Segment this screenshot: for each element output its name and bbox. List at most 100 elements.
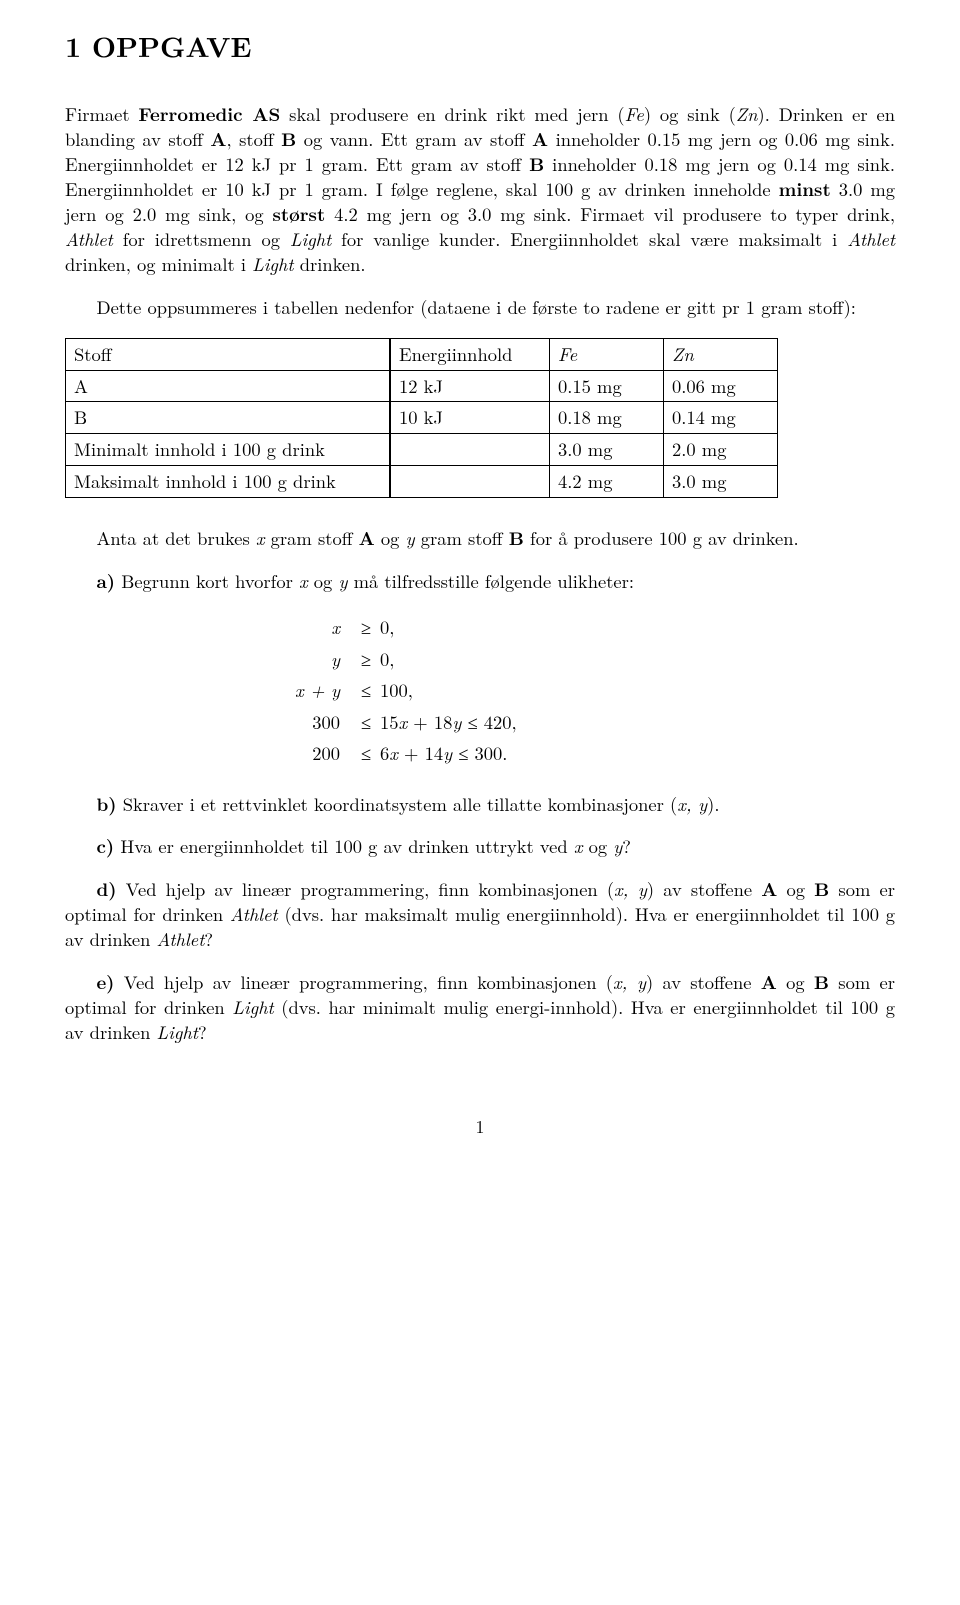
- text: ≤ 420,: [461, 709, 516, 735]
- stoff-a: A: [359, 525, 375, 551]
- stoff-b: B: [529, 151, 544, 177]
- ineq-right: 15x + 18y ≤ 420,: [380, 707, 517, 738]
- stoff-a: A: [210, 126, 226, 152]
- cell: 10 kJ: [390, 402, 550, 434]
- table-row: Minimalt innhold i 100 g drink 3.0 mg 2.…: [66, 434, 778, 466]
- page-number: 1: [65, 1115, 895, 1139]
- data-table: Stoff Energiinnhold Fe Zn A 12 kJ 0.15 m…: [65, 338, 778, 499]
- ineq-left: x + y: [245, 675, 352, 706]
- stoff-b: B: [281, 126, 296, 152]
- text: skal produsere en drink rikt med jern (: [280, 101, 624, 127]
- label-e: e): [96, 969, 114, 995]
- text: drinken, og minimalt i: [65, 251, 252, 277]
- text: ) av stoffene: [647, 876, 761, 902]
- text: ?: [622, 833, 631, 859]
- question-b: b) Skraver i et rettvinklet koordinatsys…: [65, 792, 895, 817]
- symbol-zn: Zn: [736, 101, 758, 127]
- label-c: c): [96, 833, 114, 859]
- stoff-b: B: [814, 876, 829, 902]
- question-d: d) Ved hjelp av lineær programmering, fi…: [65, 877, 895, 952]
- ineq-op: ≥: [352, 612, 380, 643]
- stoff-a: A: [532, 126, 548, 152]
- text: gram stoff: [264, 525, 358, 551]
- ineq-right: 100,: [380, 675, 413, 706]
- vars-xy: x, y: [677, 791, 707, 817]
- var-y: y: [452, 709, 461, 735]
- text: + 18: [407, 709, 452, 735]
- text: for å produsere 100 g av drinken.: [524, 525, 799, 551]
- table-row: Maksimalt innhold i 100 g drink 4.2 mg 3…: [66, 466, 778, 498]
- cell: 3.0 mg: [550, 434, 664, 466]
- col-stoff: Stoff: [66, 338, 391, 370]
- paragraph-intro: Firmaet Ferromedic AS skal produsere en …: [65, 102, 895, 277]
- question-e: e) Ved hjelp av lineær programmering, fi…: [65, 970, 895, 1045]
- vars-xy: x, y: [614, 876, 647, 902]
- cell: Maksimalt innhold i 100 g drink: [66, 466, 391, 498]
- var-x: x: [389, 740, 398, 766]
- cell: A: [66, 370, 391, 402]
- ineq-row: y ≥ 0,: [245, 644, 895, 675]
- text: 15: [380, 709, 399, 735]
- label-a: a): [96, 568, 115, 594]
- ineq-op: ≤: [352, 707, 380, 738]
- ineq-row: x + y ≤ 100,: [245, 675, 895, 706]
- label-b: b): [96, 791, 116, 817]
- text: Skraver i et rettvinklet koordinatsystem…: [117, 791, 678, 817]
- text: ) og sink (: [644, 101, 736, 127]
- var-x: x: [299, 568, 308, 594]
- cell: 3.0 mg: [664, 466, 778, 498]
- var-x: x: [399, 709, 408, 735]
- symbol-fe: Fe: [625, 101, 644, 127]
- text: gram stoff: [415, 525, 509, 551]
- cell: 2.0 mg: [664, 434, 778, 466]
- cell: 0.14 mg: [664, 402, 778, 434]
- light: Light: [232, 994, 273, 1020]
- light: Light: [290, 226, 331, 252]
- paragraph-table-intro: Dette oppsummeres i tabellen nedenfor (d…: [65, 295, 895, 320]
- ineq-row: 300 ≤ 15x + 18y ≤ 420,: [245, 707, 895, 738]
- col-fe: Fe: [550, 338, 664, 370]
- text: og vann. Ett gram av stoff: [296, 126, 532, 152]
- inequalities-block: x ≥ 0, y ≥ 0, x + y ≤ 100, 300 ≤ 15x + 1…: [65, 612, 895, 769]
- label-d: d): [96, 876, 116, 902]
- text: 6: [380, 740, 389, 766]
- ineq-left: x: [245, 612, 352, 643]
- ineq-left: y: [245, 644, 352, 675]
- table-row: B 10 kJ 0.18 mg 0.14 mg: [66, 402, 778, 434]
- text: Hva er energiinnholdet til 100 g av drin…: [114, 833, 574, 859]
- text: , stoff: [226, 126, 281, 152]
- var-y: y: [613, 833, 622, 859]
- cell: Minimalt innhold i 100 g drink: [66, 434, 391, 466]
- ineq-row: 200 ≤ 6x + 14y ≤ 300.: [245, 738, 895, 769]
- ineq-row: x ≥ 0,: [245, 612, 895, 643]
- company-name: Ferromedic AS: [138, 101, 280, 127]
- text: og: [777, 876, 814, 902]
- text: Begrunn kort hvorfor: [115, 568, 299, 594]
- cell: [390, 434, 550, 466]
- vars-xy: x, y: [613, 969, 646, 995]
- text: for vanlige kunder. Energiinnholdet skal…: [331, 226, 847, 252]
- athlet: Athlet: [230, 901, 278, 927]
- text: ?: [198, 1019, 207, 1045]
- text: Anta at det brukes: [96, 525, 255, 551]
- cell: 4.2 mg: [550, 466, 664, 498]
- ineq-op: ≤: [352, 738, 380, 769]
- minst: minst: [779, 176, 831, 202]
- col-energi: Energiinnhold: [390, 338, 550, 370]
- text: ?: [204, 926, 213, 952]
- text: + 14: [398, 740, 443, 766]
- athlet: Athlet: [157, 926, 205, 952]
- question-c: c) Hva er energiinnholdet til 100 g av d…: [65, 834, 895, 859]
- text: og: [308, 568, 339, 594]
- cell: 0.18 mg: [550, 402, 664, 434]
- text: og: [777, 969, 814, 995]
- paragraph-assume: Anta at det brukes x gram stoff A og y g…: [65, 526, 895, 551]
- ineq-left: 300: [245, 707, 352, 738]
- text: ).: [707, 791, 719, 817]
- ineq-left: 200: [245, 738, 352, 769]
- light: Light: [157, 1019, 198, 1045]
- var-y: y: [443, 740, 452, 766]
- stoff-a: A: [761, 876, 777, 902]
- stoff-b: B: [509, 525, 524, 551]
- ineq-right: 6x + 14y ≤ 300.: [380, 738, 507, 769]
